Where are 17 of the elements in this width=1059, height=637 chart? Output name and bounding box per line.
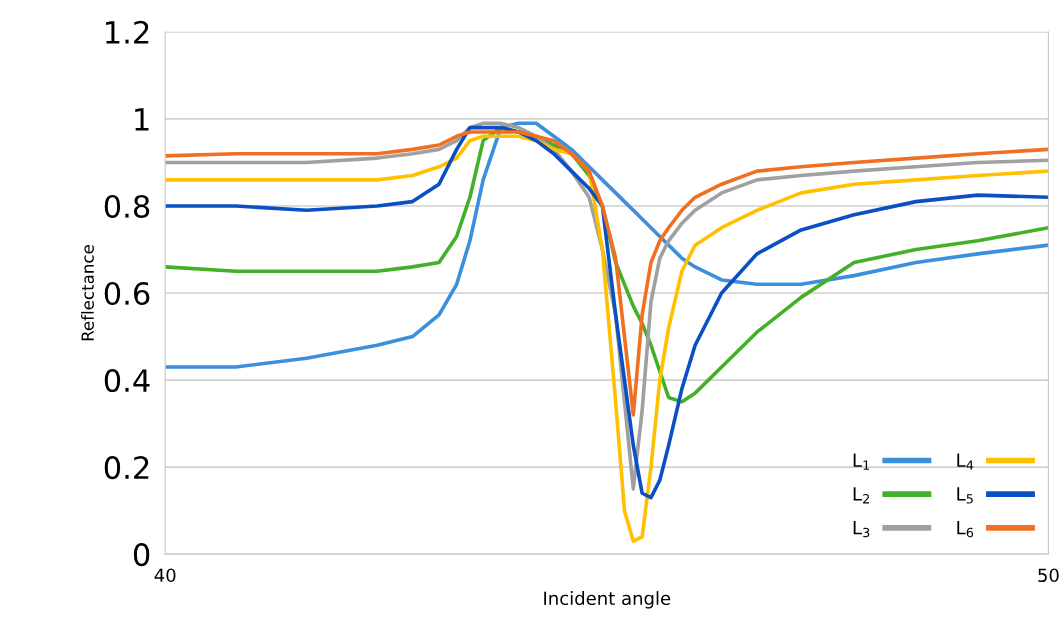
y-tick-label: 1 <box>135 108 149 131</box>
x-tick-label: 50 <box>1038 568 1059 583</box>
x-tick-label: 40 <box>154 568 176 583</box>
y-tick-label: 0.2 <box>104 456 149 480</box>
legend-label: L$_{4}$ <box>957 453 974 470</box>
y-tick-label: 0.4 <box>104 369 150 393</box>
legend-label: L$_{6}$ <box>957 521 974 538</box>
legend-label: L$_{5}$ <box>957 487 973 504</box>
y-tick-label: 0.6 <box>104 281 150 306</box>
x-axis-title: Incident angle <box>544 591 671 609</box>
y-tick-label: 0 <box>133 543 150 567</box>
y-tick-label: 1.2 <box>106 20 149 44</box>
y-tick-label: 0.8 <box>104 194 150 219</box>
y-axis-title: Reflectance <box>81 245 94 341</box>
legend-label: L$_{3}$ <box>853 521 870 538</box>
legend-label: L$_{1}$ <box>853 453 870 470</box>
legend-label: L$_{2}$ <box>853 487 869 504</box>
